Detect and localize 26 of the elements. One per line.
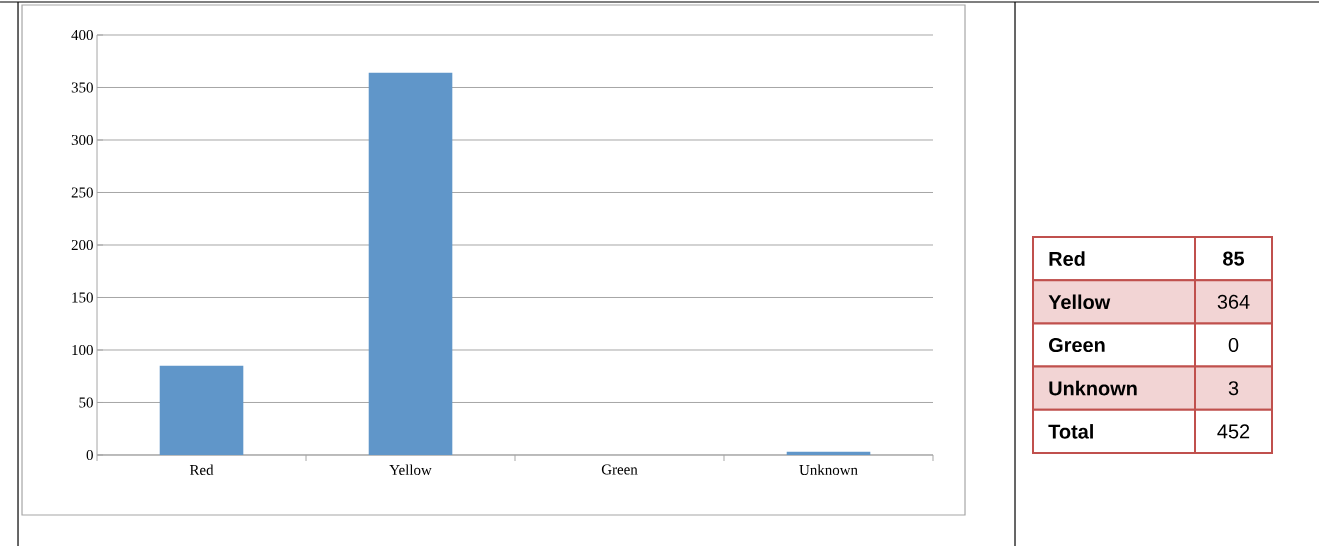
x-tick-label: Red: [189, 464, 214, 476]
text: 452: [1217, 424, 1250, 439]
bar: [368, 72, 453, 455]
text: Unknown: [1049, 380, 1137, 396]
y-tick-label: 150: [72, 292, 93, 303]
text: Red: [1049, 251, 1085, 266]
text: 3: [1228, 381, 1239, 396]
x-tick-label: Green: [601, 464, 638, 475]
y-tick-label: 400: [71, 29, 93, 41]
bar: [159, 365, 244, 455]
y-tick-label: 50: [79, 397, 93, 408]
text: 85: [1223, 251, 1245, 266]
y-tick-label: 200: [71, 239, 93, 251]
y-tick-label: 300: [71, 134, 93, 146]
y-tick-label: 100: [72, 344, 93, 356]
bar: [786, 451, 871, 455]
y-tick-label: 250: [71, 187, 93, 198]
y-tick-label: 0: [86, 449, 93, 461]
y-tick-label: 350: [71, 82, 93, 93]
text: 0: [1228, 337, 1239, 353]
x-tick-label: Yellow: [389, 464, 432, 476]
x-tick-label: Unknown: [799, 464, 858, 476]
text: Yellow: [1048, 294, 1111, 310]
text: Total: [1048, 424, 1093, 439]
text: Green: [1049, 337, 1105, 353]
text: 364: [1217, 294, 1250, 309]
